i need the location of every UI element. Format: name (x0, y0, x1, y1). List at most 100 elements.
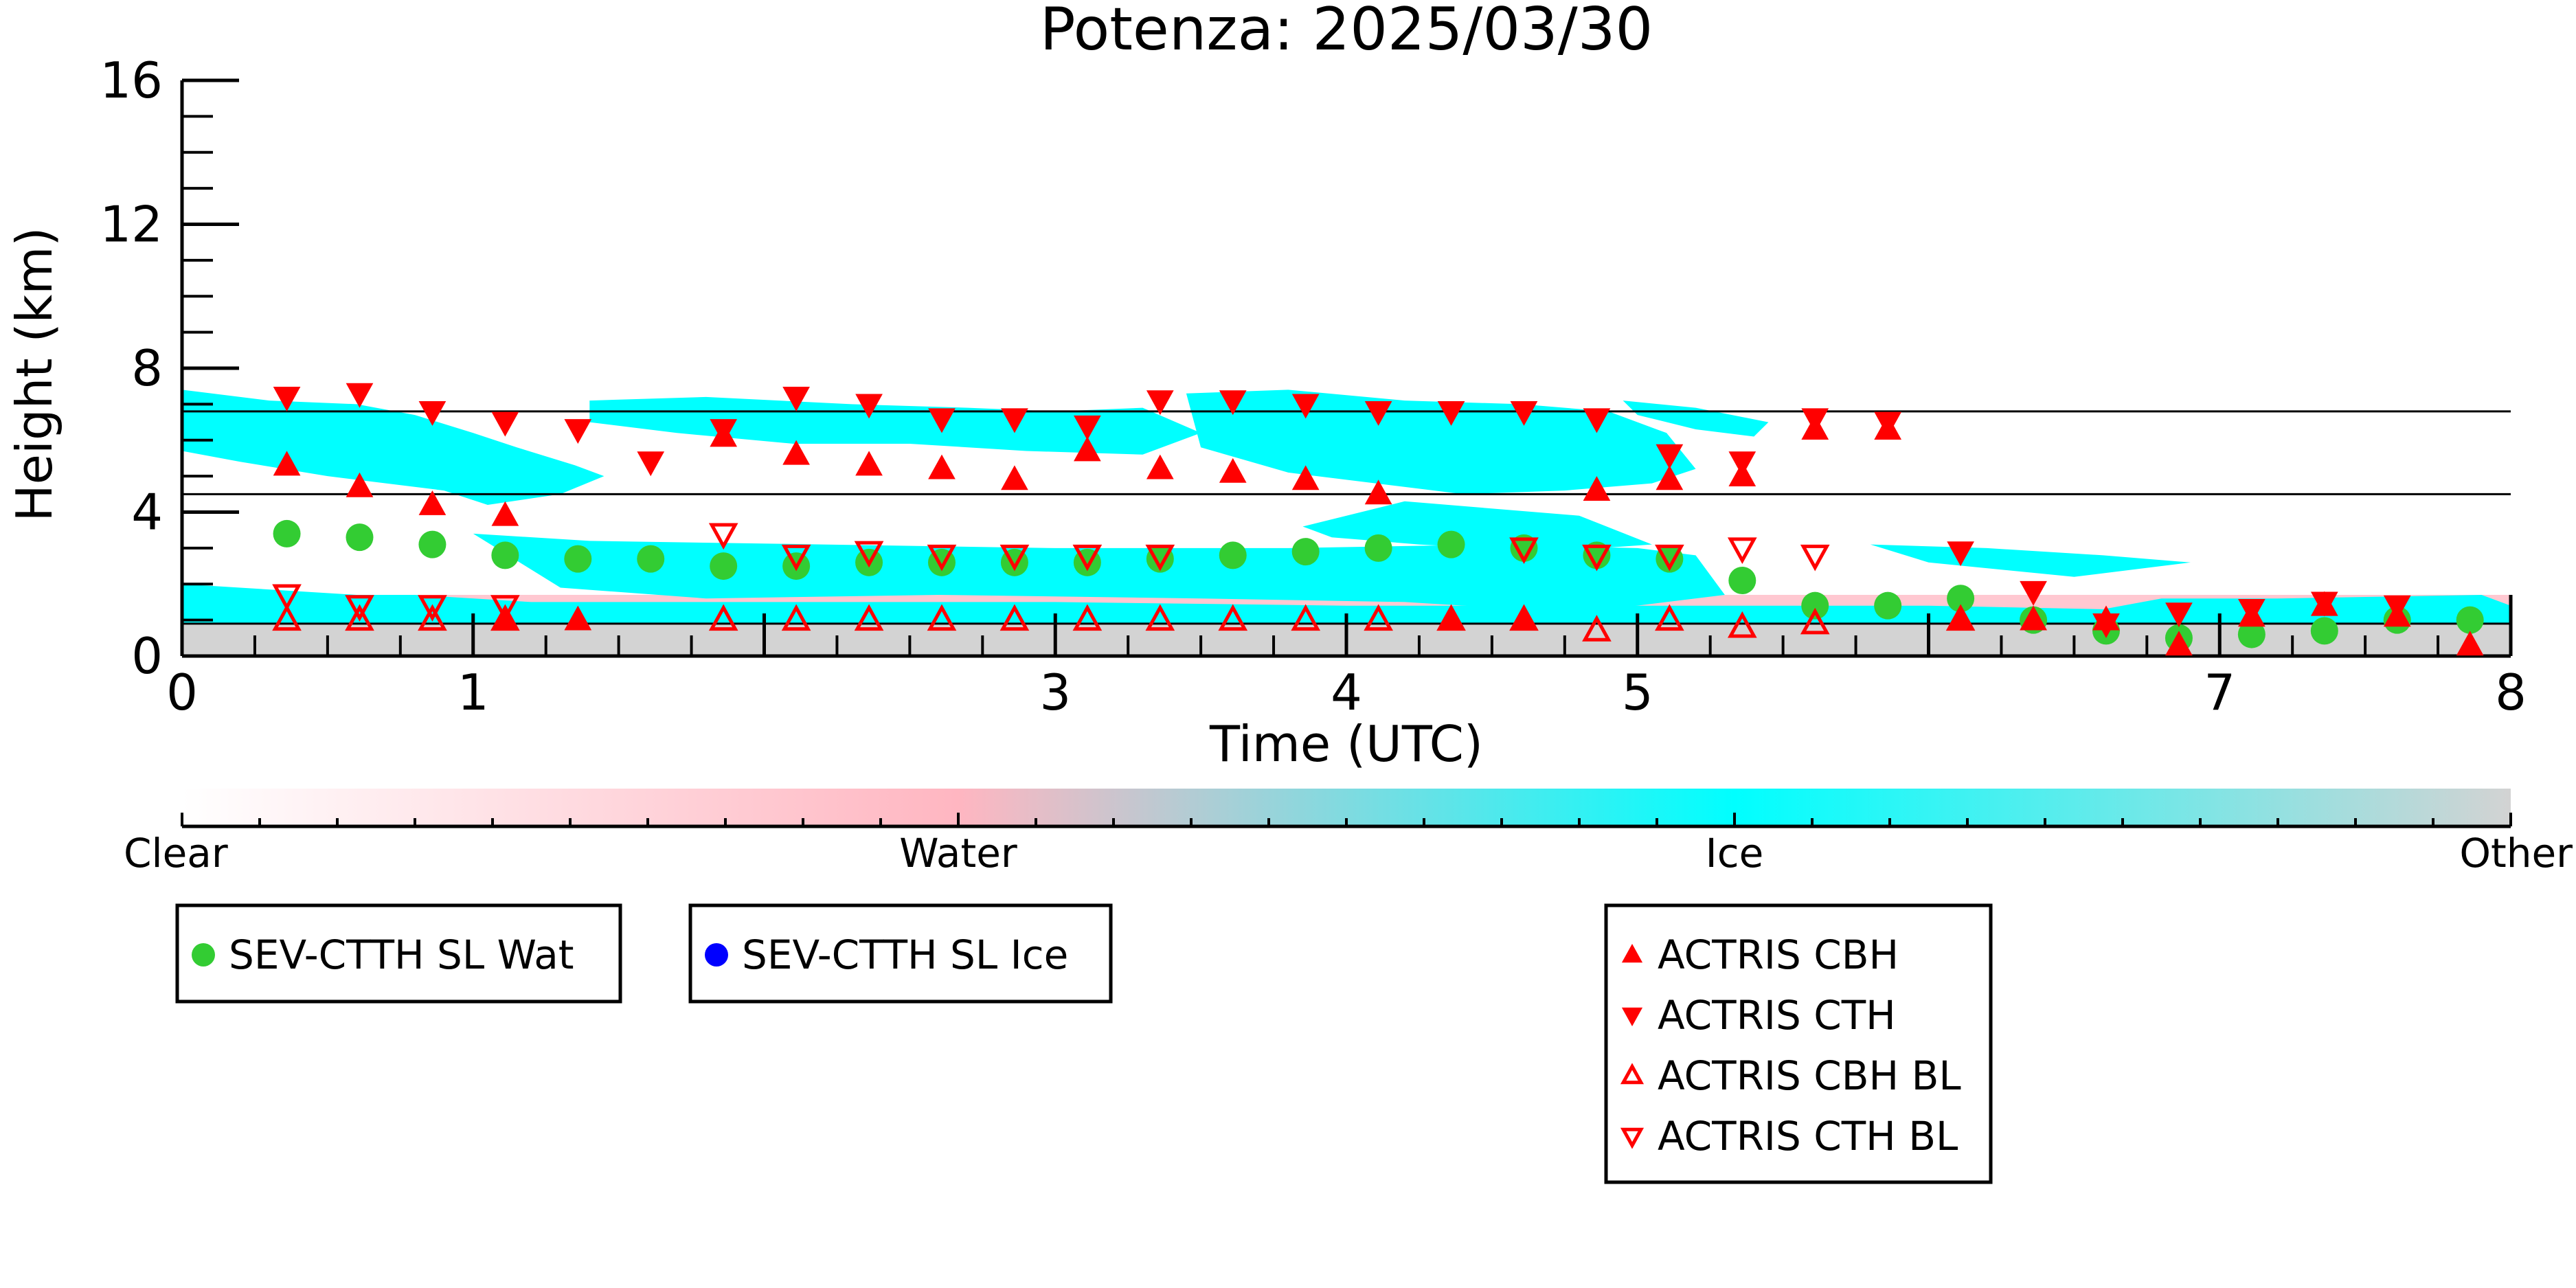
x-tick-label: 5 (1622, 664, 1653, 721)
marker-actris-cbh (1364, 479, 1392, 505)
marker-actris-cth-bl (418, 595, 447, 622)
legend-label: SEV-CTTH SL Ice (742, 931, 1068, 978)
marker-actris-cbh-bl (1291, 604, 1321, 631)
marker-actris-cth (1219, 390, 1247, 416)
axes: 0 4 8 12 16 0 1 3 4 5 7 8 (100, 52, 2527, 721)
marker-actris-cth (2020, 580, 2047, 606)
marker-sev-ctth-sl-wat (564, 545, 592, 573)
legend-marker (705, 943, 728, 967)
marker-actris-cbh (273, 451, 301, 476)
marker-sev-ctth-sl-wat (1510, 534, 1538, 562)
marker-sev-ctth-sl-wat (1874, 591, 1902, 620)
colorbar-label: Ice (1706, 830, 1764, 877)
legend-label: ACTRIS CBH (1658, 931, 1899, 978)
x-tick-label: 3 (1039, 664, 1071, 721)
marker-actris-cbh (346, 472, 374, 497)
legend-label: ACTRIS CTH BL (1658, 1113, 1958, 1160)
marker-actris-cbh (2020, 605, 2047, 631)
legend-label: ACTRIS CBH BL (1658, 1052, 1961, 1099)
marker-actris-cbh-bl (418, 604, 447, 631)
marker-sev-ctth-sl-wat (1291, 538, 1320, 566)
marker-actris-cbh-bl (1072, 604, 1103, 631)
markers (272, 383, 2484, 656)
marker-actris-cbh (2456, 631, 2484, 656)
marker-actris-cbh (1146, 454, 1174, 479)
marker-actris-cbh (1219, 457, 1247, 483)
x-tick-label: 8 (2495, 664, 2527, 721)
marker-actris-cth-bl (781, 544, 811, 572)
marker-actris-cbh-bl (1655, 604, 1684, 631)
legend-label: SEV-CTTH SL Wat (229, 931, 574, 978)
marker-actris-cbh (1656, 465, 1684, 490)
marker-actris-cbh-bl (781, 604, 811, 631)
marker-actris-cth (2310, 591, 2338, 617)
ice-region (1302, 501, 1652, 552)
marker-actris-cbh (2165, 631, 2193, 656)
ice-region (473, 533, 1725, 613)
marker-actris-cth (2238, 599, 2266, 624)
legend-marker (1621, 943, 1643, 963)
legend-marker (1620, 1063, 1645, 1085)
marker-actris-cbh (1074, 436, 1101, 462)
marker-actris-cth (1801, 408, 1829, 433)
ice-region (1623, 400, 1769, 437)
x-tick-label: 0 (166, 664, 198, 721)
marker-actris-cth (1291, 394, 1320, 419)
legend-box (688, 903, 1113, 1004)
marker-actris-cth-bl (999, 544, 1030, 572)
legend-marker (192, 943, 215, 967)
marker-sev-ctth-sl-wat (346, 523, 374, 552)
ice-region (1870, 544, 2191, 577)
marker-sev-ctth-sl-wat (1728, 567, 1756, 595)
marker-actris-cbh-bl (1727, 611, 1757, 638)
marker-actris-cth-bl (708, 523, 738, 550)
legend-box (175, 903, 622, 1004)
legend-marker (1620, 1127, 1645, 1149)
marker-actris-cbh-bl (999, 604, 1030, 631)
marker-sev-ctth-sl-wat (1437, 530, 1465, 558)
marker-sev-ctth-sl-wat (491, 541, 519, 569)
y-tick-label: 4 (131, 484, 163, 541)
marker-actris-cth-bl (490, 595, 520, 622)
marker-actris-cth (2383, 595, 2411, 620)
marker-actris-cbh (782, 440, 810, 465)
marker-actris-cbh-bl (1582, 615, 1612, 642)
marker-actris-cth (1728, 451, 1756, 477)
marker-sev-ctth-sl-wat (2456, 606, 2484, 634)
marker-actris-cbh-bl (345, 604, 374, 631)
marker-actris-cth (637, 451, 665, 477)
marker-actris-cbh (928, 454, 956, 479)
marker-actris-cbh (418, 490, 447, 515)
marker-sev-ctth-sl-wat (2310, 617, 2338, 645)
marker-actris-cbh-bl (1145, 604, 1175, 631)
marker-sev-ctth-sl-wat (418, 530, 447, 558)
marker-actris-cth (1437, 400, 1465, 426)
marker-actris-cbh-bl (1436, 604, 1466, 631)
marker-actris-cbh (1291, 465, 1320, 490)
marker-sev-ctth-sl-wat (710, 552, 738, 580)
marker-actris-cbh-bl (1945, 604, 1976, 631)
marker-actris-cth (1947, 541, 1974, 567)
marker-actris-cth-bl (1582, 544, 1612, 572)
marker-actris-cth (418, 400, 447, 426)
marker-actris-cth (1146, 390, 1174, 416)
marker-sev-ctth-sl-wat (1364, 534, 1392, 562)
x-tick-label: 4 (1331, 664, 1362, 721)
y-tick-label: 12 (100, 196, 163, 253)
marker-actris-cth-bl (927, 544, 957, 572)
marker-actris-cth (346, 383, 374, 408)
y-tick-label: 8 (131, 339, 163, 397)
marker-actris-cth (2165, 602, 2193, 628)
marker-actris-cth-bl (1509, 537, 1539, 565)
marker-actris-cbh-bl (1218, 604, 1248, 631)
marker-sev-ctth-sl-wat (273, 519, 301, 547)
marker-actris-cbh-bl (1509, 604, 1539, 631)
colorbar: Clear Water Ice Other (124, 789, 2573, 877)
marker-actris-cth (564, 419, 592, 444)
marker-actris-cbh-bl (708, 604, 738, 631)
chart-title: Potenza: 2025/03/30 (1040, 0, 1653, 64)
marker-sev-ctth-sl-wat (637, 545, 665, 573)
x-axis-label: Time (UTC) (1209, 715, 1483, 773)
marker-actris-cth (491, 411, 519, 437)
